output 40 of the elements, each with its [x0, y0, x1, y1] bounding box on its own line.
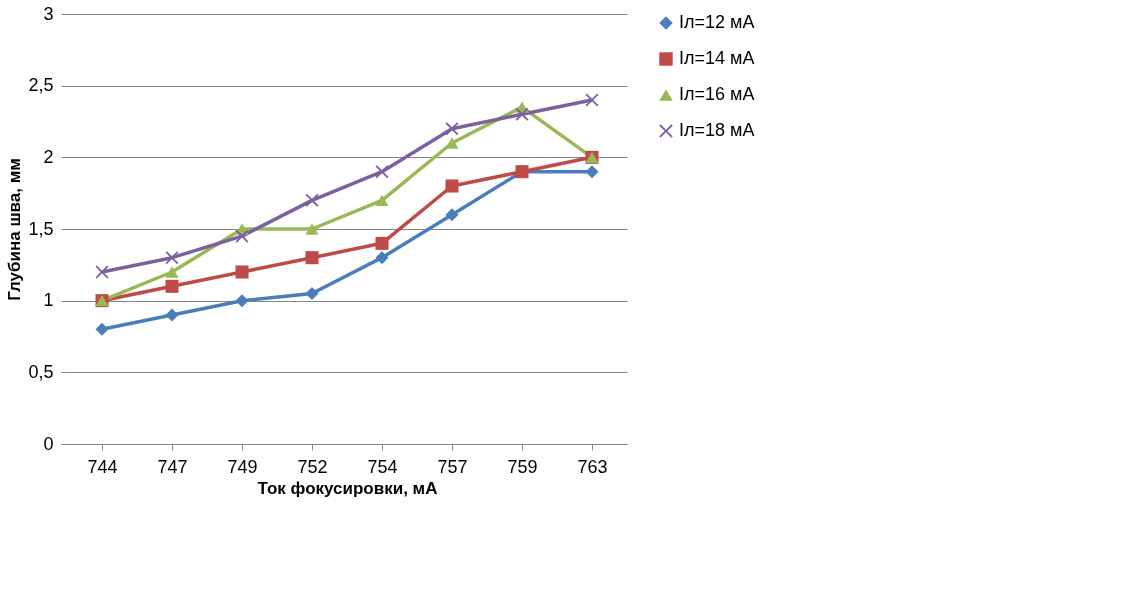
point — [165, 308, 179, 322]
y-tick-label: 2,5 — [28, 75, 54, 96]
legend-label: Iл=12 мА — [679, 12, 755, 32]
point — [305, 223, 319, 235]
x-tick-label: 744 — [87, 456, 118, 477]
x-tick-label: 757 — [437, 456, 468, 477]
legend-label: Iл=18 мА — [679, 120, 755, 140]
point — [165, 266, 179, 278]
point — [445, 208, 459, 222]
x-tick-label: 754 — [367, 456, 398, 477]
y-tick-label: 3 — [43, 3, 54, 24]
point — [375, 194, 389, 206]
x-tick-label: 759 — [507, 456, 538, 477]
y-tick-label: 1,5 — [28, 218, 54, 239]
x-axis-title: Ток фокусировки, мА — [257, 478, 438, 498]
point — [305, 251, 319, 265]
point — [235, 229, 249, 243]
point — [235, 265, 249, 279]
legend-label: Iл=14 мА — [679, 48, 755, 68]
x-tick-label: 747 — [157, 456, 188, 477]
y-tick-label: 2 — [43, 146, 54, 167]
point — [375, 251, 389, 265]
x-tick-label: 749 — [227, 456, 258, 477]
point — [305, 286, 319, 301]
point — [585, 165, 599, 179]
point — [585, 93, 599, 107]
y-tick-label: 0 — [43, 433, 54, 454]
point — [95, 322, 109, 336]
y-tick-label: 0,5 — [28, 361, 54, 382]
legend-label: Iл=16 мА — [679, 84, 755, 104]
y-tick-label: 1 — [43, 290, 54, 311]
point — [375, 236, 389, 250]
x-tick-label: 763 — [577, 456, 608, 477]
point — [95, 265, 109, 279]
x-tick-label: 752 — [297, 456, 328, 477]
point — [445, 137, 459, 149]
point — [445, 179, 459, 193]
point — [165, 279, 179, 293]
point — [235, 294, 249, 308]
y-axis-title: Глубина шва, мм — [5, 158, 25, 301]
